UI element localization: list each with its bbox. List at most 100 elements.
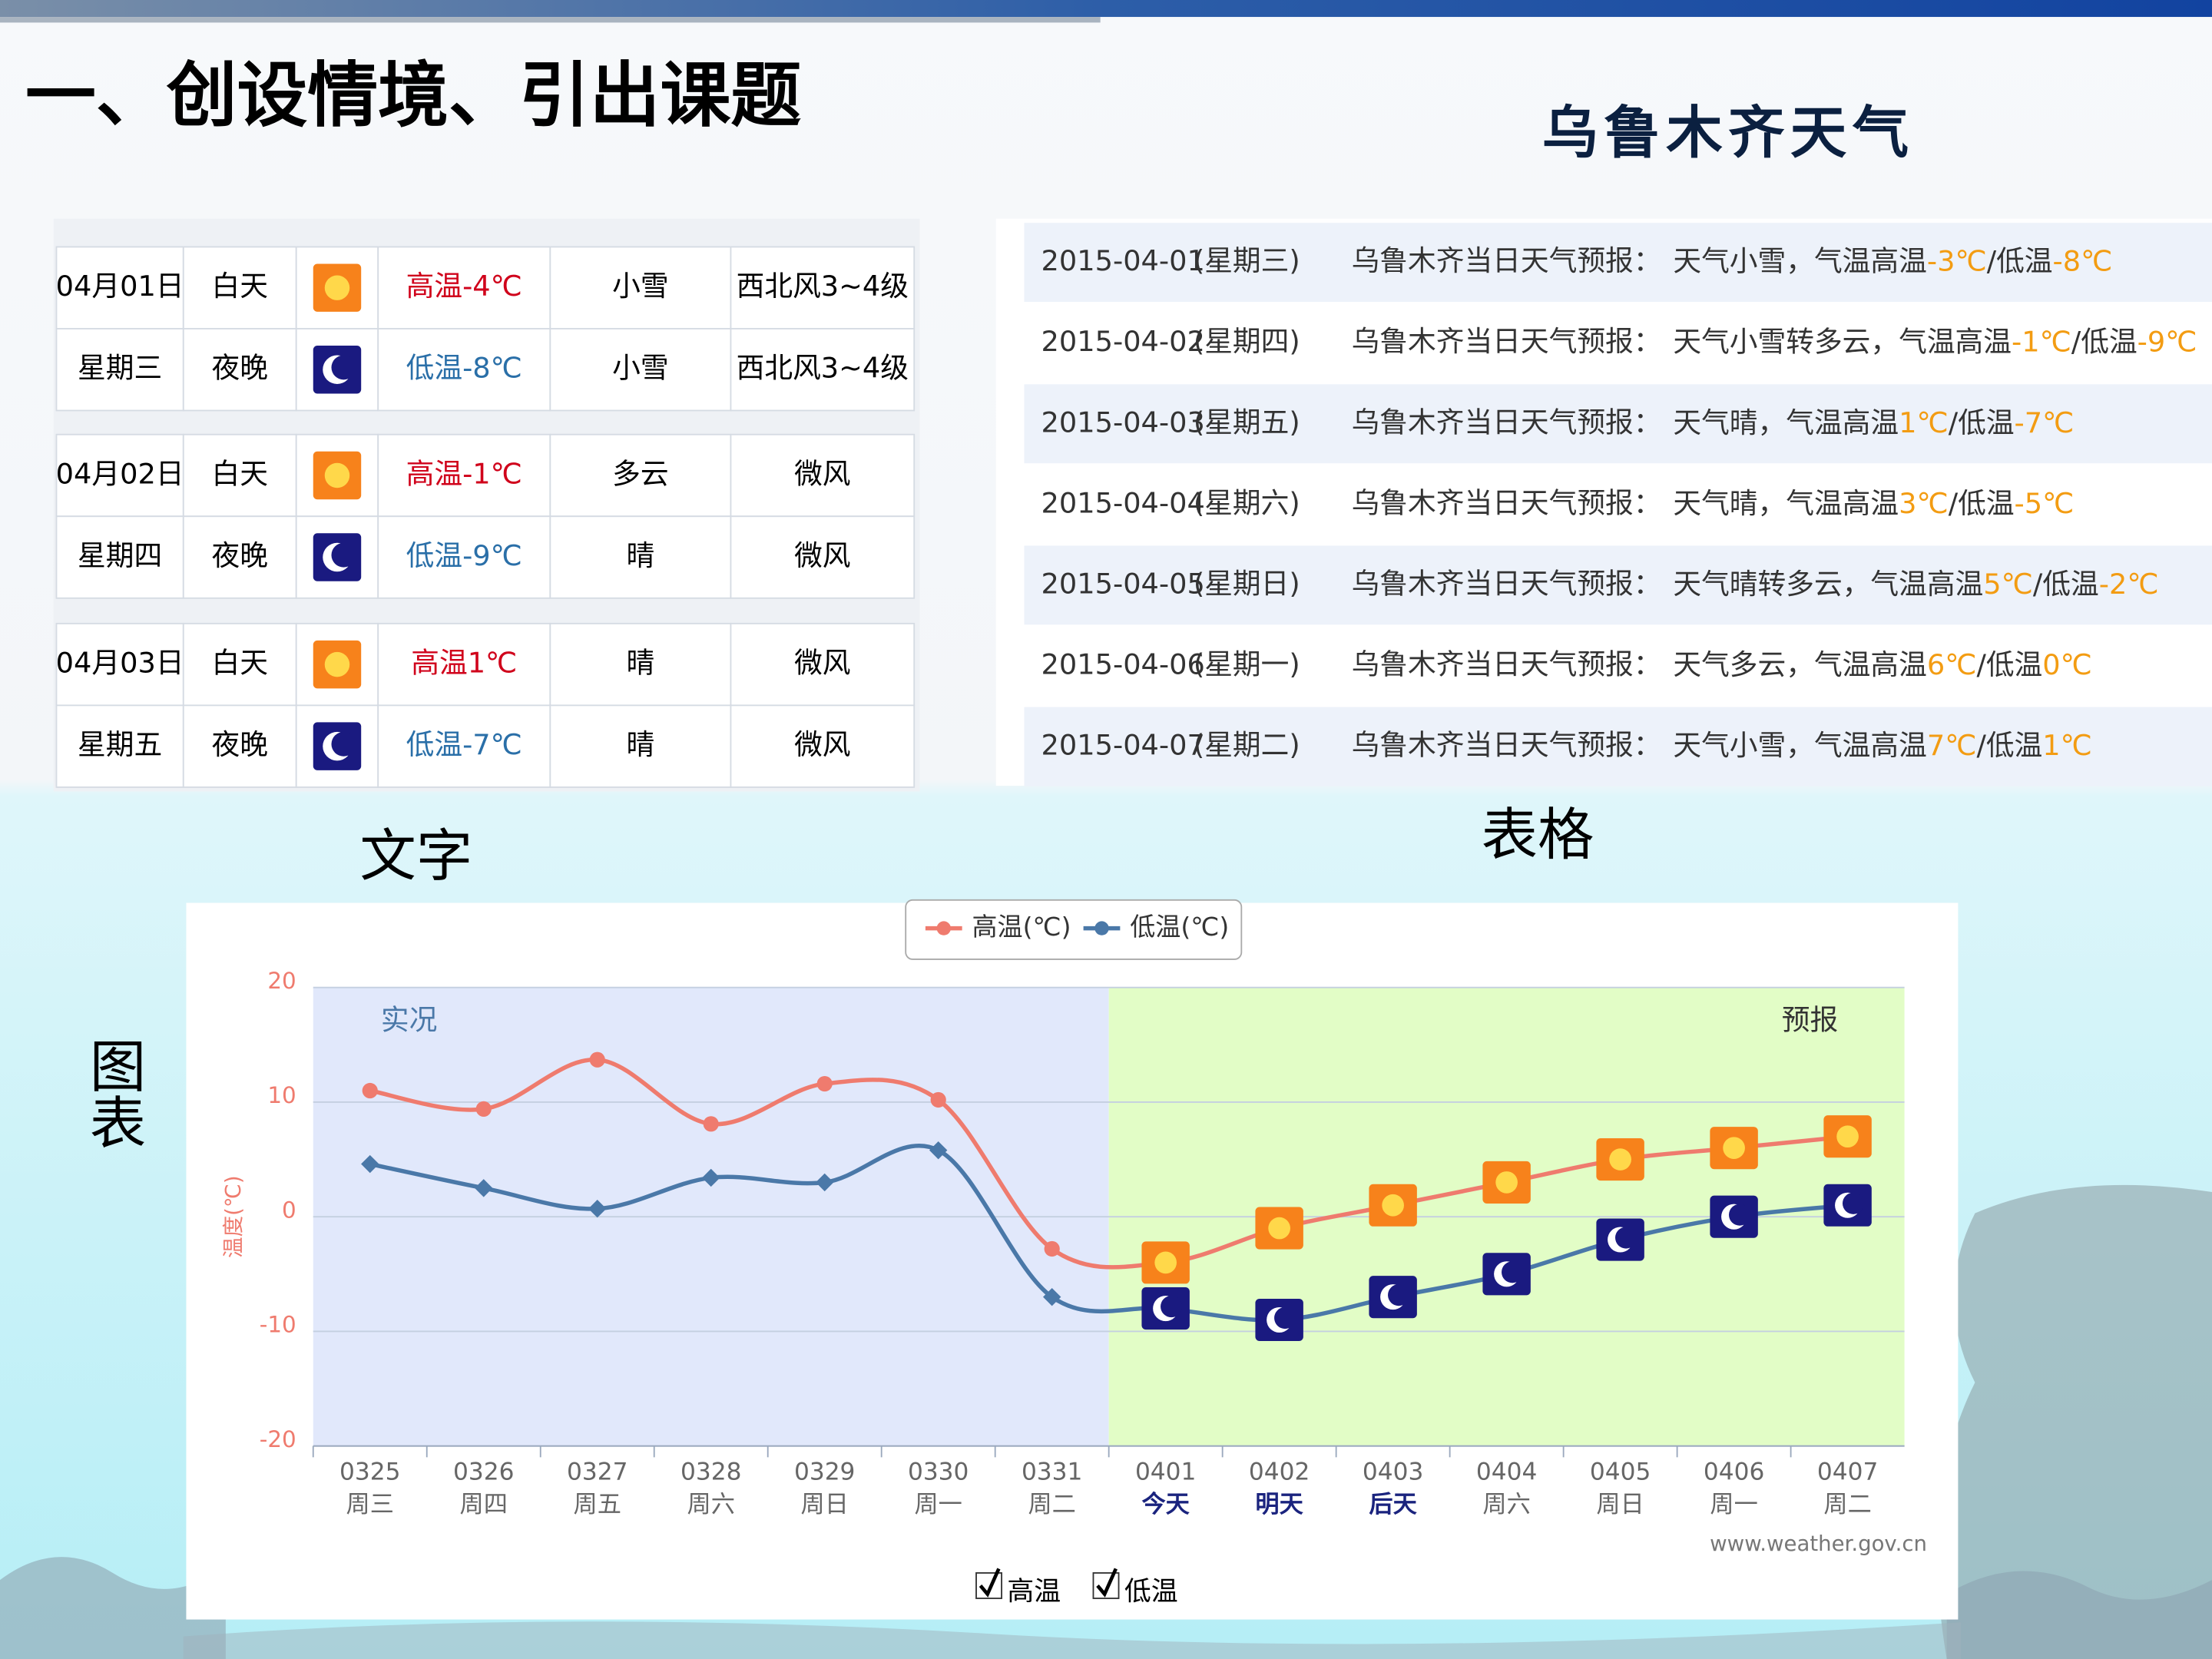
list-row-bg bbox=[1024, 707, 2212, 786]
point bbox=[816, 1173, 834, 1192]
decoration-cloud bbox=[1937, 1184, 2212, 1659]
list-low: -5℃ bbox=[2015, 486, 2075, 519]
table-cell bbox=[182, 433, 297, 518]
weather-point bbox=[1823, 1115, 1872, 1158]
point bbox=[1044, 1240, 1060, 1257]
icon-sun bbox=[1495, 1171, 1518, 1194]
toggle-label[interactable]: 高温 bbox=[1007, 1577, 1061, 1608]
list-forecast: 天气多云，气温高温6℃/低温0℃ bbox=[1673, 647, 2092, 680]
table-cell bbox=[182, 246, 297, 329]
icon-moon-cut bbox=[1388, 1284, 1410, 1306]
list-low-label: /低温 bbox=[2033, 567, 2099, 600]
table-cell bbox=[730, 622, 916, 707]
table-period: 白天 bbox=[212, 647, 268, 680]
icon-sun bbox=[1154, 1251, 1177, 1274]
table-cell bbox=[377, 433, 551, 518]
table-cell bbox=[730, 515, 916, 599]
table-temp: 高温-4℃ bbox=[406, 270, 522, 303]
weather-point bbox=[1369, 1184, 1417, 1227]
slide-title: 一、创设情境、引出课题 bbox=[25, 54, 801, 137]
list-high: -1℃ bbox=[2012, 325, 2071, 358]
list-date: 2015-04-02 bbox=[1041, 325, 1205, 358]
weather-point bbox=[1482, 1253, 1531, 1296]
x-tick-label: 0328 bbox=[680, 1459, 741, 1486]
list-row-bg bbox=[1024, 384, 2212, 464]
x-tick-sublabel: 周日 bbox=[1596, 1491, 1644, 1518]
list-high: 5℃ bbox=[1983, 567, 2033, 600]
list-label: 乌鲁木齐当日天气预报： bbox=[1352, 729, 1662, 762]
x-tick-sublabel: 明天 bbox=[1255, 1491, 1303, 1518]
legend-label: 高温(℃) bbox=[972, 912, 1071, 942]
x-tick-label: 0405 bbox=[1590, 1459, 1651, 1486]
icon-sun bbox=[1836, 1125, 1859, 1148]
point bbox=[588, 1200, 607, 1218]
weather-icon bbox=[313, 640, 362, 689]
x-tick-label: 0403 bbox=[1363, 1459, 1423, 1486]
table-cell bbox=[730, 246, 916, 329]
icon-moon-cut bbox=[1728, 1204, 1751, 1226]
table-temp: 低温-8℃ bbox=[406, 352, 522, 385]
table-weather: 小雪 bbox=[612, 270, 668, 303]
table-cell bbox=[182, 622, 297, 707]
table-temp: 低温-7℃ bbox=[406, 728, 522, 761]
icon-moon-cut bbox=[331, 542, 356, 568]
icon-moon-cut bbox=[331, 731, 356, 757]
table-temp: 低温-9℃ bbox=[406, 539, 522, 572]
chart-source: www.weather.gov.cn bbox=[1710, 1532, 1927, 1556]
decoration-waves bbox=[183, 1621, 1962, 1659]
table-cell bbox=[55, 515, 184, 599]
table-cell bbox=[730, 433, 916, 518]
list-low: -2℃ bbox=[2099, 567, 2159, 600]
y-axis-label: 温度(℃) bbox=[221, 1175, 246, 1258]
list-forecast: 天气小雪，气温高温7℃/低温1℃ bbox=[1673, 729, 2092, 762]
toggle-check bbox=[979, 1568, 1001, 1598]
list-high: 7℃ bbox=[1927, 729, 1977, 762]
y-tick-label: 10 bbox=[267, 1082, 296, 1108]
toggle-label[interactable]: 低温 bbox=[1124, 1577, 1178, 1608]
table-wind: 微风 bbox=[794, 539, 850, 572]
list-high: 3℃ bbox=[1899, 486, 1949, 519]
table-cell bbox=[377, 704, 551, 788]
x-tick-label: 0401 bbox=[1135, 1459, 1196, 1486]
legend-marker bbox=[936, 921, 951, 935]
table-weather: 小雪 bbox=[612, 352, 668, 385]
list-desc: 天气多云，气温高温 bbox=[1673, 647, 1926, 680]
table-wind: 微风 bbox=[794, 728, 850, 761]
icon-sun bbox=[1723, 1137, 1745, 1159]
list-label: 乌鲁木齐当日天气预报： bbox=[1352, 244, 1662, 277]
x-tick-sublabel: 周三 bbox=[346, 1491, 394, 1518]
list-low: -7℃ bbox=[2015, 406, 2075, 439]
table-period: 夜晚 bbox=[212, 539, 268, 572]
icon-moon-cut bbox=[1274, 1306, 1296, 1330]
legend-marker bbox=[1094, 921, 1109, 935]
x-tick-label: 0327 bbox=[567, 1459, 628, 1486]
point bbox=[361, 1154, 379, 1174]
point bbox=[703, 1116, 719, 1132]
list-low-label: /低温 bbox=[1976, 647, 2042, 680]
table-wind: 西北风3~4级 bbox=[737, 270, 909, 303]
region-label: 实况 bbox=[381, 1003, 437, 1036]
icon-sun bbox=[324, 275, 350, 300]
table-date: 星期五 bbox=[78, 728, 162, 761]
weather-point bbox=[1255, 1207, 1303, 1250]
x-tick-sublabel: 周六 bbox=[687, 1491, 734, 1518]
x-tick-sublabel: 周一 bbox=[914, 1491, 962, 1518]
table-weather: 晴 bbox=[627, 539, 655, 572]
list-high: 1℃ bbox=[1899, 406, 1949, 439]
list-low: 0℃ bbox=[2042, 647, 2092, 680]
point bbox=[930, 1091, 946, 1108]
list-date: 2015-04-03 bbox=[1041, 406, 1205, 439]
table-cell bbox=[377, 328, 551, 412]
list-weekday: (星期六) bbox=[1194, 486, 1300, 519]
weather-point bbox=[1141, 1287, 1190, 1330]
point bbox=[589, 1051, 605, 1068]
x-tick-label: 0325 bbox=[339, 1459, 400, 1486]
x-tick-sublabel: 周二 bbox=[1028, 1491, 1075, 1518]
list-low: 1℃ bbox=[2042, 729, 2092, 762]
table-period: 夜晚 bbox=[212, 352, 268, 385]
list-weekday: (星期二) bbox=[1194, 729, 1300, 762]
table-wind: 微风 bbox=[794, 647, 850, 680]
table-cell bbox=[182, 515, 297, 599]
list-row-bg bbox=[1024, 223, 2212, 303]
